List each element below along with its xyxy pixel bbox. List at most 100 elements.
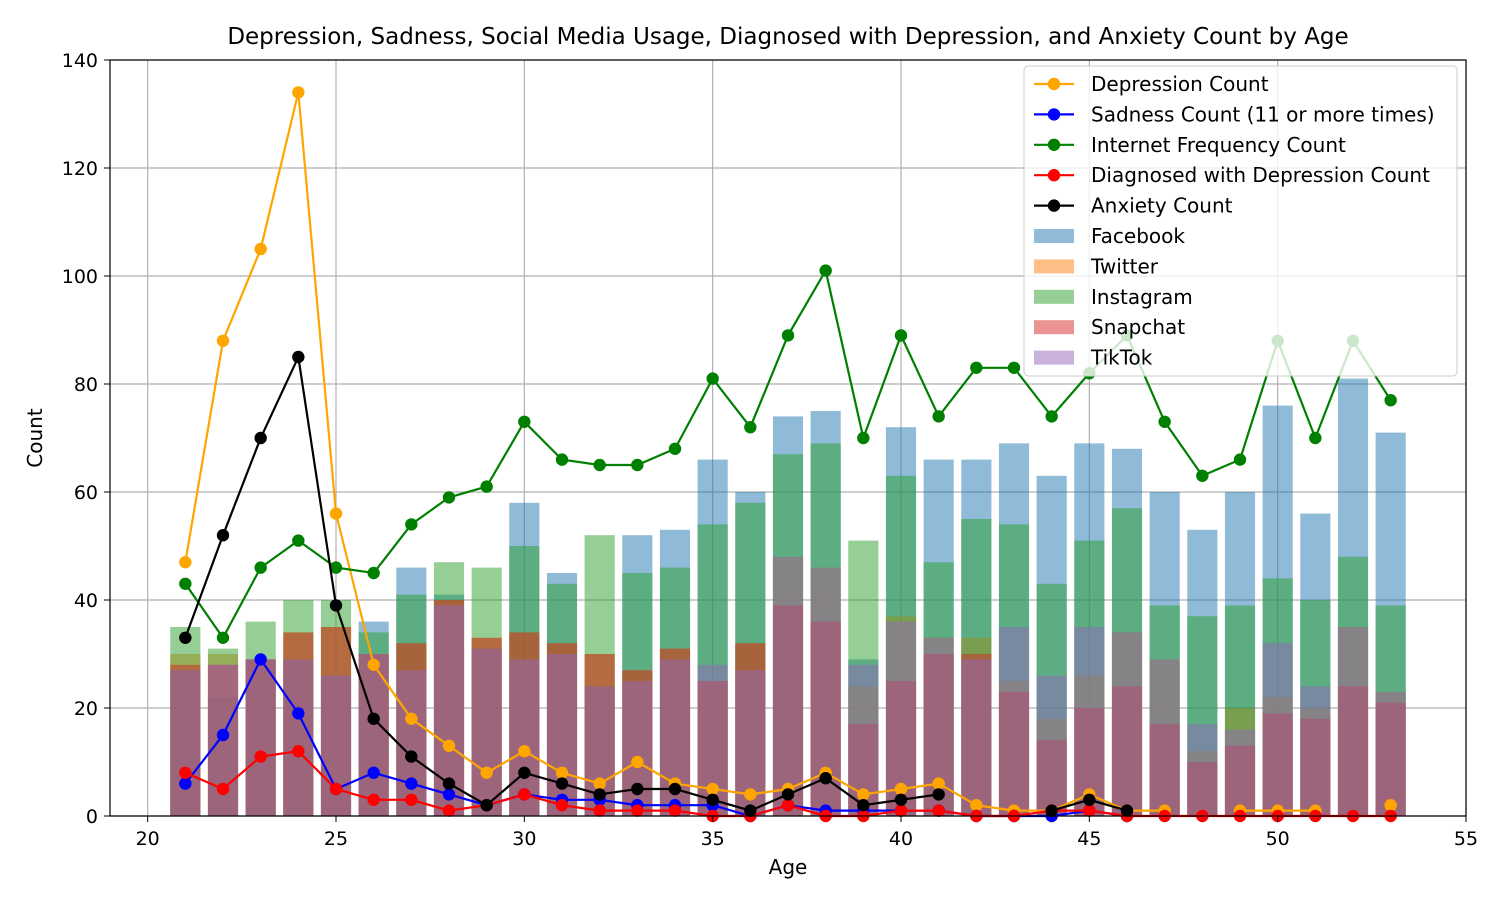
legend-swatch-instagram bbox=[1034, 289, 1074, 304]
point-internet-frequency-count bbox=[706, 372, 719, 385]
point-depression-count bbox=[970, 799, 983, 812]
point-internet-frequency-count bbox=[593, 458, 606, 472]
bar-tiktok bbox=[622, 681, 653, 816]
point-anxiety-count bbox=[894, 793, 908, 806]
point-depression-count bbox=[179, 556, 192, 569]
legend-marker-anxiety-count bbox=[1047, 199, 1061, 212]
point-anxiety-count bbox=[405, 750, 418, 763]
point-depression-count bbox=[894, 782, 908, 796]
x-tick-label: 20 bbox=[136, 828, 160, 850]
x-axis-ticks: 20 25 30 35 40 45 50 55 bbox=[136, 816, 1478, 850]
point-anxiety-count bbox=[480, 799, 493, 812]
point-anxiety-count bbox=[1045, 804, 1058, 817]
point-anxiety-count bbox=[932, 788, 945, 801]
point-diagnosed-with-depression-count bbox=[593, 804, 606, 817]
legend-label: TikTok bbox=[1090, 346, 1153, 370]
bar-tiktok bbox=[1036, 675, 1067, 816]
point-anxiety-count bbox=[329, 599, 343, 612]
point-internet-frequency-count bbox=[329, 561, 343, 574]
bar-tiktok bbox=[1149, 659, 1180, 816]
point-internet-frequency-count bbox=[1309, 431, 1322, 445]
bar-tiktok bbox=[471, 648, 502, 816]
y-axis-ticks: 0 20 40 60 80 100 120 140 bbox=[62, 50, 110, 828]
bar-tiktok bbox=[1074, 627, 1105, 816]
x-tick-label: 45 bbox=[1077, 828, 1101, 850]
point-internet-frequency-count bbox=[970, 361, 983, 374]
point-diagnosed-with-depression-count bbox=[405, 793, 418, 806]
point-anxiety-count bbox=[179, 631, 192, 644]
point-internet-frequency-count bbox=[480, 480, 493, 493]
point-anxiety-count bbox=[631, 782, 644, 796]
point-diagnosed-with-depression-count bbox=[932, 804, 945, 817]
point-anxiety-count bbox=[857, 799, 870, 812]
x-tick-label: 50 bbox=[1266, 828, 1290, 850]
y-tick-label: 100 bbox=[62, 266, 98, 288]
point-diagnosed-with-depression-count bbox=[179, 766, 192, 779]
x-axis-label: Age bbox=[769, 855, 808, 879]
point-sadness-count-11-or-more-times- bbox=[442, 788, 456, 801]
point-internet-frequency-count bbox=[894, 329, 908, 342]
y-tick-label: 120 bbox=[62, 158, 98, 180]
point-diagnosed-with-depression-count bbox=[781, 799, 795, 812]
point-internet-frequency-count bbox=[518, 415, 531, 428]
bar-tiktok bbox=[998, 627, 1030, 816]
point-diagnosed-with-depression-count bbox=[254, 750, 267, 763]
point-depression-count bbox=[706, 782, 719, 796]
point-internet-frequency-count bbox=[555, 453, 569, 466]
point-internet-frequency-count bbox=[254, 561, 267, 574]
bar-tiktok bbox=[396, 670, 427, 816]
point-anxiety-count bbox=[442, 777, 456, 790]
point-diagnosed-with-depression-count bbox=[631, 804, 644, 817]
point-sadness-count-11-or-more-times- bbox=[405, 777, 418, 790]
legend-label: Snapchat bbox=[1091, 315, 1185, 339]
point-depression-count bbox=[367, 658, 380, 671]
legend-swatch-snapchat bbox=[1034, 320, 1074, 335]
legend-swatch-facebook bbox=[1034, 229, 1074, 243]
y-tick-label: 0 bbox=[86, 806, 98, 828]
legend-label: Diagnosed with Depression Count bbox=[1091, 163, 1430, 187]
point-internet-frequency-count bbox=[744, 421, 757, 434]
legend-label: Anxiety Count bbox=[1091, 194, 1233, 218]
legend-marker-sadness-count-11-or-more-times- bbox=[1047, 108, 1061, 121]
point-sadness-count-11-or-more-times- bbox=[254, 653, 267, 666]
point-diagnosed-with-depression-count bbox=[1083, 804, 1096, 817]
legend-label: Instagram bbox=[1091, 285, 1193, 309]
point-internet-frequency-count bbox=[932, 410, 945, 423]
point-anxiety-count bbox=[216, 529, 230, 542]
point-diagnosed-with-depression-count bbox=[367, 793, 380, 806]
point-internet-frequency-count bbox=[1007, 361, 1021, 374]
bar-tiktok bbox=[283, 659, 314, 816]
point-depression-count bbox=[631, 755, 644, 769]
point-depression-count bbox=[292, 86, 305, 99]
point-depression-count bbox=[480, 766, 493, 779]
point-diagnosed-with-depression-count bbox=[894, 804, 908, 817]
point-anxiety-count bbox=[1083, 793, 1096, 806]
y-tick-label: 80 bbox=[74, 374, 98, 396]
y-tick-label: 60 bbox=[74, 482, 98, 504]
point-sadness-count-11-or-more-times- bbox=[216, 728, 230, 742]
point-internet-frequency-count bbox=[781, 329, 795, 342]
point-diagnosed-with-depression-count bbox=[292, 745, 305, 758]
bar-tiktok bbox=[1337, 627, 1369, 816]
legend-label: Facebook bbox=[1091, 224, 1185, 248]
point-anxiety-count bbox=[555, 777, 569, 790]
point-diagnosed-with-depression-count bbox=[329, 782, 343, 796]
y-tick-label: 40 bbox=[74, 590, 98, 612]
point-anxiety-count bbox=[367, 712, 380, 725]
point-internet-frequency-count bbox=[631, 458, 644, 472]
point-sadness-count-11-or-more-times- bbox=[292, 707, 305, 720]
point-diagnosed-with-depression-count bbox=[216, 782, 230, 796]
plot-frame bbox=[109, 59, 1467, 817]
point-depression-count bbox=[593, 777, 606, 790]
point-internet-frequency-count bbox=[442, 491, 456, 504]
point-anxiety-count bbox=[819, 772, 832, 785]
legend-label: Internet Frequency Count bbox=[1091, 133, 1346, 157]
point-anxiety-count bbox=[668, 782, 682, 796]
point-diagnosed-with-depression-count bbox=[442, 804, 456, 817]
point-internet-frequency-count bbox=[405, 518, 418, 531]
bar-tiktok bbox=[1187, 724, 1218, 816]
point-sadness-count-11-or-more-times- bbox=[367, 766, 380, 779]
point-internet-frequency-count bbox=[1158, 415, 1171, 428]
x-tick-label: 25 bbox=[324, 828, 348, 850]
